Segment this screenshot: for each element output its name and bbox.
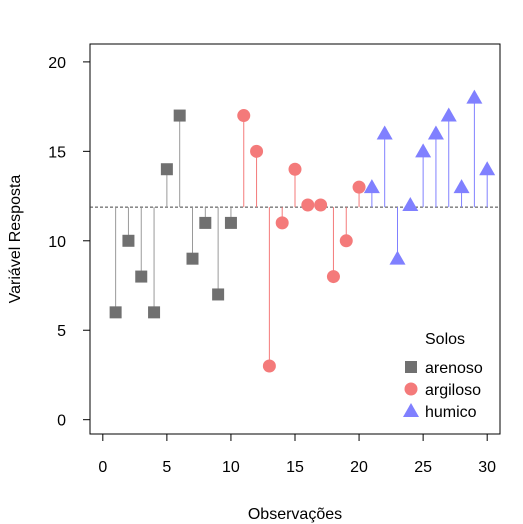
point-argiloso: [301, 198, 315, 212]
x-tick-label: 25: [414, 459, 432, 476]
legend-label-arenoso: arenoso: [425, 360, 483, 377]
point-argiloso: [326, 270, 340, 284]
point-arenoso: [160, 163, 173, 176]
legend-marker-arenoso: [405, 361, 417, 373]
point-arenoso: [186, 252, 199, 265]
point-arenoso: [135, 270, 148, 283]
x-tick-label: 30: [478, 459, 496, 476]
x-tick-label: 20: [350, 459, 368, 476]
point-arenoso: [212, 288, 225, 301]
legend-label-argiloso: argiloso: [425, 382, 481, 399]
x-tick-label: 10: [222, 459, 240, 476]
y-tick-label: 0: [57, 413, 66, 430]
point-argiloso: [250, 144, 264, 158]
legend-title: Solos: [425, 331, 465, 348]
point-arenoso: [224, 216, 237, 229]
point-argiloso: [288, 162, 302, 176]
x-tick-label: 0: [98, 459, 107, 476]
y-tick-label: 15: [48, 144, 66, 161]
legend-label-humico: humico: [425, 404, 477, 421]
point-arenoso: [122, 234, 135, 247]
points: [109, 89, 496, 373]
point-arenoso: [199, 216, 212, 229]
y-axis-ticks: 0 5 10 15 20: [48, 55, 90, 430]
legend-marker-argiloso: [404, 382, 418, 396]
point-humico: [453, 179, 470, 194]
point-humico: [402, 197, 419, 212]
x-tick-label: 15: [286, 459, 304, 476]
point-arenoso: [109, 306, 122, 319]
y-tick-label: 20: [48, 55, 66, 72]
point-argiloso: [262, 359, 276, 373]
x-axis-ticks: 0 5 10 15 20 25 30: [98, 434, 496, 476]
point-humico: [466, 89, 483, 104]
y-tick-label: 10: [48, 234, 66, 251]
point-humico: [415, 143, 432, 158]
x-tick-label: 5: [162, 459, 171, 476]
point-argiloso: [314, 198, 328, 212]
point-argiloso: [275, 216, 289, 230]
point-argiloso: [352, 180, 366, 194]
point-arenoso: [148, 306, 161, 319]
point-argiloso: [339, 234, 353, 248]
point-humico: [376, 125, 393, 140]
y-axis-title: Variável Resposta: [7, 175, 24, 304]
point-humico: [427, 125, 444, 140]
point-humico: [440, 107, 457, 122]
legend-marker-humico: [403, 403, 419, 417]
point-humico: [479, 161, 496, 176]
point-argiloso: [237, 109, 251, 123]
stems: [115, 97, 488, 367]
point-humico: [389, 250, 406, 265]
y-tick-label: 5: [57, 323, 66, 340]
legend: Solos arenoso argiloso humico: [403, 331, 483, 421]
point-arenoso: [173, 109, 186, 122]
point-humico: [363, 179, 380, 194]
x-axis-title: Observações: [248, 506, 342, 523]
